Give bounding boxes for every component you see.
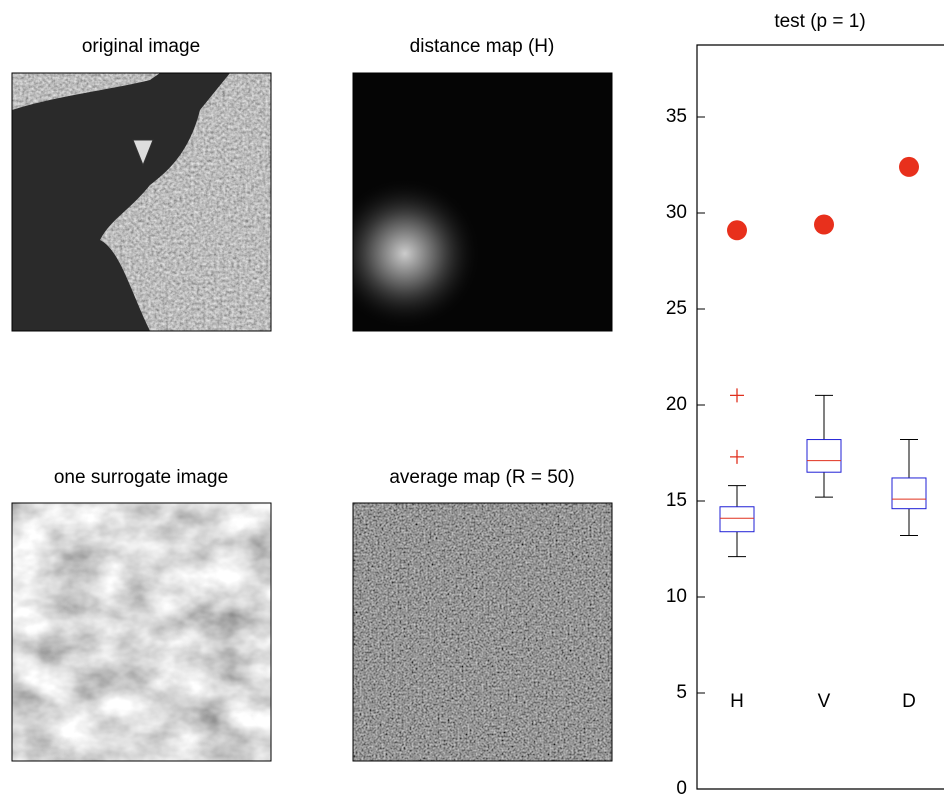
image-title: one surrogate image — [54, 467, 228, 488]
y-tick-label: 10 — [666, 586, 687, 607]
y-tick-label: 20 — [666, 394, 687, 415]
box-chart: test (p = 1) 0 5 10 15 20 25 30 35 H V D — [666, 11, 944, 799]
average-map — [353, 503, 612, 761]
y-tick-label: 35 — [666, 106, 687, 127]
image-title: distance map (H) — [410, 36, 555, 57]
y-tick-label: 0 — [676, 778, 687, 799]
image-title: average map (R = 50) — [389, 467, 574, 488]
y-tick-label: 5 — [676, 682, 687, 703]
image-title: original image — [82, 36, 200, 57]
outlier — [730, 388, 744, 403]
image-panels: original image distance map (H) one surr… — [11, 36, 613, 762]
box — [806, 439, 842, 473]
test-point — [814, 214, 834, 235]
surrogate-image — [12, 503, 271, 761]
frame — [352, 72, 613, 332]
chart-title: test (p = 1) — [774, 11, 865, 32]
frame — [11, 72, 272, 332]
y-tick-label: 30 — [666, 202, 687, 223]
y-tick-label: 25 — [666, 298, 687, 319]
category-label: V — [818, 691, 831, 712]
category-label: H — [730, 691, 744, 712]
test-point — [899, 156, 919, 177]
test-point — [727, 220, 747, 241]
category-label: D — [902, 691, 916, 712]
y-tick-label: 15 — [666, 490, 687, 511]
water — [12, 73, 230, 331]
frame — [352, 502, 613, 762]
outlier — [730, 449, 744, 464]
frame — [11, 502, 272, 762]
distance-glow — [353, 73, 612, 331]
arrow — [132, 139, 154, 167]
box — [719, 506, 755, 533]
box — [891, 477, 927, 510]
axes — [696, 44, 944, 790]
